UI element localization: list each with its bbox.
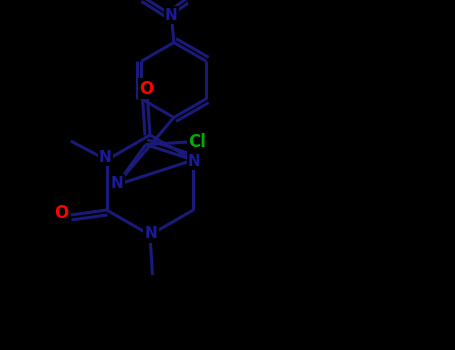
Text: O: O [55, 203, 69, 222]
Text: Cl: Cl [188, 133, 206, 151]
Text: N: N [188, 154, 201, 168]
Text: N: N [111, 175, 124, 190]
Text: N: N [145, 226, 157, 242]
Text: N: N [165, 7, 178, 22]
Text: O: O [139, 79, 154, 98]
Text: N: N [99, 150, 111, 165]
Text: O: O [189, 0, 203, 3]
